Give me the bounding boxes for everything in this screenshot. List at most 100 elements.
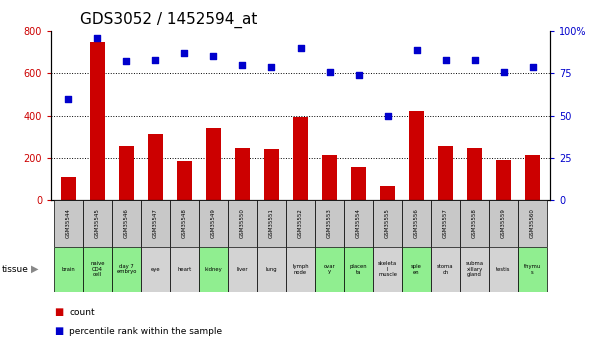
Point (151, 57, 160, 62)
Point (93, 35, 102, 41)
Bar (83, 200, 112, 247)
Point (267, 64, 276, 69)
Point (499, 69, 508, 75)
Bar (315, 200, 344, 247)
Text: naive
CD4
cell: naive CD4 cell (90, 261, 105, 277)
Text: GSM35554: GSM35554 (356, 208, 361, 238)
Text: GSM35553: GSM35553 (327, 208, 332, 238)
Bar (257, 200, 286, 247)
Bar (206, 128, 222, 200)
Bar (118, 146, 135, 200)
Text: GSM35547: GSM35547 (153, 208, 158, 238)
Text: brain: brain (62, 267, 75, 272)
Text: GSM35551: GSM35551 (269, 208, 274, 238)
Point (64, 96, 73, 101)
Bar (402, 200, 431, 247)
Bar (379, 186, 395, 200)
Bar (83, 247, 112, 292)
Bar (286, 247, 315, 292)
Point (209, 54, 218, 59)
Text: GSM35555: GSM35555 (385, 208, 390, 238)
Bar (293, 117, 308, 200)
Bar (177, 161, 192, 200)
Bar (460, 247, 489, 292)
Bar (438, 146, 454, 200)
Point (528, 64, 537, 69)
Text: GSM35546: GSM35546 (124, 208, 129, 238)
Text: GSM35559: GSM35559 (501, 208, 506, 238)
Bar (344, 247, 373, 292)
Text: sple
en: sple en (411, 264, 422, 275)
Text: count: count (69, 308, 95, 317)
Bar (344, 200, 373, 247)
Bar (489, 200, 518, 247)
Point (354, 72, 364, 78)
Text: liver: liver (237, 267, 248, 272)
Bar (409, 111, 424, 200)
Text: GSM35560: GSM35560 (530, 208, 535, 238)
Text: day 7
embryо: day 7 embryо (117, 264, 136, 275)
Bar (112, 247, 141, 292)
Text: GSM35557: GSM35557 (443, 208, 448, 238)
Text: GDS3052 / 1452594_at: GDS3052 / 1452594_at (79, 12, 257, 28)
Text: lung: lung (266, 267, 277, 272)
Bar (141, 200, 170, 247)
Text: eye: eye (151, 267, 160, 272)
Text: ■: ■ (54, 326, 63, 336)
Bar (199, 200, 228, 247)
Text: stoma
ch: stoma ch (438, 264, 454, 275)
Bar (496, 160, 511, 200)
Bar (460, 200, 489, 247)
Bar (54, 247, 83, 292)
Bar (112, 200, 141, 247)
Bar (170, 247, 199, 292)
Bar (61, 177, 76, 200)
Point (180, 50, 189, 56)
Bar (257, 247, 286, 292)
Bar (518, 200, 547, 247)
Point (121, 59, 131, 64)
Text: ▶: ▶ (31, 264, 38, 274)
Text: subma
xillary
gland: subma xillary gland (466, 261, 484, 277)
Point (412, 47, 421, 52)
Bar (263, 149, 279, 200)
Text: heart: heart (177, 267, 192, 272)
Bar (228, 200, 257, 247)
Text: kidney: kidney (204, 267, 222, 272)
Text: ovar
y: ovar y (323, 264, 335, 275)
Bar (373, 200, 402, 247)
Bar (234, 148, 251, 200)
Point (296, 45, 305, 51)
Bar (147, 134, 163, 200)
Bar (525, 155, 540, 200)
Text: tissue: tissue (2, 265, 29, 274)
Text: GSM35548: GSM35548 (182, 208, 187, 238)
Point (325, 69, 334, 75)
Text: lymph
node: lymph node (292, 264, 309, 275)
Text: GSM35544: GSM35544 (66, 208, 71, 238)
Text: GSM35552: GSM35552 (298, 208, 303, 238)
Bar (141, 247, 170, 292)
Bar (228, 247, 257, 292)
Bar (322, 155, 338, 200)
Point (470, 57, 480, 62)
Bar (431, 247, 460, 292)
Text: GSM35556: GSM35556 (414, 208, 419, 238)
Bar (373, 247, 402, 292)
Point (383, 113, 392, 118)
Text: percentile rank within the sample: percentile rank within the sample (69, 327, 222, 336)
Bar (315, 247, 344, 292)
Text: GSM35558: GSM35558 (472, 208, 477, 238)
Bar (489, 247, 518, 292)
Bar (170, 200, 199, 247)
Point (441, 57, 450, 62)
Bar (518, 247, 547, 292)
Bar (90, 42, 105, 200)
Text: GSM35550: GSM35550 (240, 208, 245, 238)
Bar (54, 200, 83, 247)
Point (237, 62, 247, 68)
Text: GSM35549: GSM35549 (211, 208, 216, 238)
Text: ■: ■ (54, 307, 63, 317)
Bar (431, 200, 460, 247)
Bar (402, 247, 431, 292)
